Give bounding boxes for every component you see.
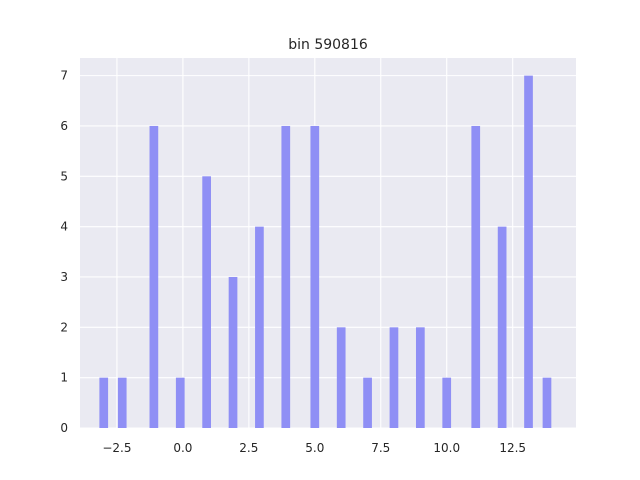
bar: [524, 75, 533, 428]
y-axis-ticks: 0 1 2 3 4 5 6 7: [60, 69, 68, 435]
bar: [389, 327, 399, 428]
bar: [471, 125, 481, 429]
grid-lines: [80, 58, 576, 429]
plot-area: [80, 58, 576, 428]
x-tick-label: 7.5: [371, 441, 390, 455]
y-tick-label: 2: [60, 320, 68, 334]
bars: [99, 75, 552, 429]
x-tick-label: −2.5: [102, 441, 131, 455]
chart-title: bin 590816: [288, 37, 368, 53]
x-tick-label: 10.0: [433, 441, 460, 455]
bar: [442, 377, 452, 428]
bar: [175, 377, 185, 428]
bar: [415, 327, 425, 428]
bar: [202, 176, 211, 428]
bar: [255, 226, 264, 428]
bar: [149, 125, 159, 429]
x-axis-ticks: −2.5 0.0 2.5 5.0 7.5 10.0 12.5: [102, 441, 526, 455]
bar: [228, 276, 238, 428]
y-tick-label: 6: [60, 119, 68, 133]
x-tick-label: 0.0: [173, 441, 192, 455]
y-tick-label: 1: [60, 371, 68, 385]
bar: [310, 125, 320, 429]
y-tick-label: 4: [60, 220, 68, 234]
bar: [497, 226, 507, 428]
y-tick-label: 3: [60, 270, 68, 284]
x-tick-label: 12.5: [499, 441, 526, 455]
bar: [281, 125, 291, 429]
bar: [99, 377, 109, 428]
x-tick-label: 2.5: [239, 441, 258, 455]
bar: [117, 377, 127, 428]
y-tick-label: 5: [60, 169, 68, 183]
y-tick-label: 0: [60, 421, 68, 435]
bar: [336, 327, 346, 428]
bar: [363, 377, 372, 428]
x-tick-label: 5.0: [305, 441, 324, 455]
y-tick-label: 7: [60, 69, 68, 83]
bar: [542, 377, 552, 428]
